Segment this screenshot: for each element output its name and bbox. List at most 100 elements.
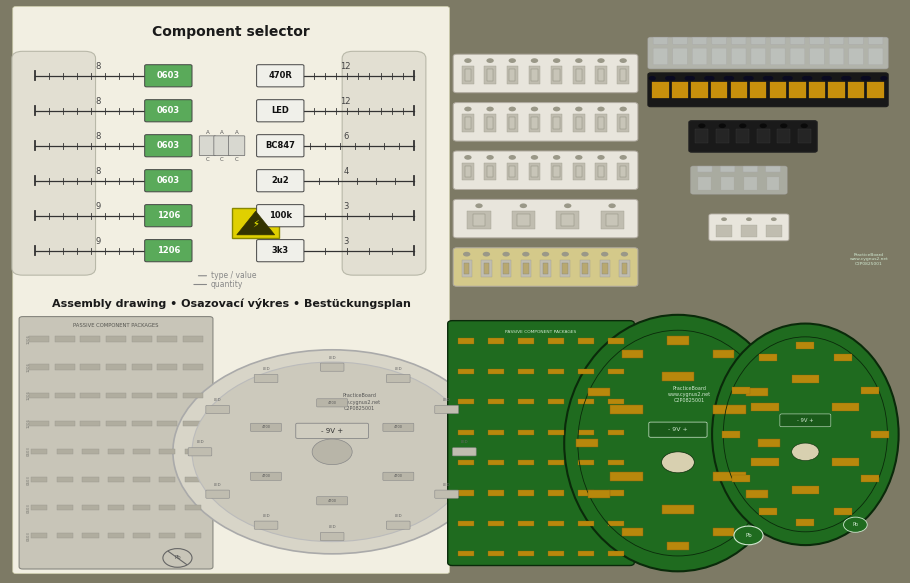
FancyBboxPatch shape [250,472,281,480]
Bar [731,82,747,98]
Bar [31,505,47,510]
Bar [483,263,490,274]
Bar [861,475,879,482]
Bar [458,399,474,405]
Circle shape [581,252,589,257]
Bar [732,387,750,394]
FancyBboxPatch shape [452,448,476,456]
FancyBboxPatch shape [648,37,888,69]
Text: 4700: 4700 [328,401,337,405]
Bar [622,263,627,274]
Bar [608,490,624,496]
Text: PracticeBoard
www.cygnus2.net
C2P0825001: PracticeBoard www.cygnus2.net C2P0825001 [338,393,381,412]
FancyBboxPatch shape [453,151,638,189]
Bar [31,477,47,482]
Circle shape [487,58,494,63]
Bar [518,430,534,435]
Circle shape [575,107,582,111]
Text: PASSIVE COMPONENT PACKAGES: PASSIVE COMPONENT PACKAGES [505,331,577,334]
Circle shape [792,443,819,461]
Bar [518,338,534,344]
Bar [578,399,594,405]
Bar [652,82,669,98]
FancyBboxPatch shape [206,490,229,498]
Bar [789,82,805,98]
Text: - 9V +: - 9V + [668,427,688,432]
Circle shape [509,155,516,160]
FancyBboxPatch shape [849,37,864,44]
Bar [867,82,884,98]
Bar [157,364,177,370]
Circle shape [760,124,767,128]
Bar [134,505,150,510]
Circle shape [662,452,694,473]
Circle shape [192,362,472,542]
Bar [551,66,562,83]
Circle shape [487,155,494,160]
Bar [573,163,584,180]
Bar [488,430,504,435]
Bar [501,259,511,277]
Bar [531,118,538,129]
Bar [185,449,201,454]
Bar [107,505,124,510]
Bar [548,369,564,374]
Text: 8: 8 [96,62,101,71]
Circle shape [649,76,656,80]
Circle shape [780,124,787,128]
Circle shape [621,252,628,257]
Circle shape [698,124,705,128]
Circle shape [727,76,734,80]
FancyBboxPatch shape [868,48,883,65]
Circle shape [553,155,561,160]
Circle shape [575,58,582,63]
Circle shape [721,217,727,221]
Circle shape [163,549,192,567]
FancyBboxPatch shape [296,423,369,438]
Bar [107,449,124,454]
Circle shape [312,439,352,465]
Bar [529,163,541,180]
Bar [464,263,470,274]
Bar [481,259,491,277]
Text: A: A [206,130,209,135]
FancyBboxPatch shape [691,166,787,194]
Circle shape [763,76,770,80]
Bar [608,552,624,556]
Bar [80,392,100,398]
FancyBboxPatch shape [693,37,707,44]
FancyBboxPatch shape [383,472,414,480]
Bar [716,129,729,143]
Circle shape [597,155,604,160]
Bar [713,528,734,536]
Bar [55,420,75,426]
Circle shape [822,76,829,80]
FancyBboxPatch shape [672,48,687,65]
FancyBboxPatch shape [254,374,278,382]
Bar [80,364,100,370]
Text: LED: LED [394,367,402,371]
Bar [792,375,819,383]
FancyBboxPatch shape [790,48,804,65]
Bar [484,114,496,132]
Bar [548,338,564,344]
Text: 4700: 4700 [394,426,403,429]
Polygon shape [237,211,275,235]
Bar [871,431,889,438]
Circle shape [522,252,530,257]
Circle shape [173,350,491,554]
Text: LED: LED [443,398,450,402]
Circle shape [463,252,470,257]
Bar [551,163,562,180]
Text: LED: LED [271,106,289,115]
FancyBboxPatch shape [672,37,687,44]
FancyBboxPatch shape [771,48,785,65]
FancyBboxPatch shape [810,48,824,65]
Bar [548,460,564,465]
Bar [159,505,176,510]
Text: 0603: 0603 [26,447,30,456]
Bar [578,338,594,344]
Bar [183,420,203,426]
Bar [582,263,588,274]
Text: 3: 3 [343,237,349,246]
